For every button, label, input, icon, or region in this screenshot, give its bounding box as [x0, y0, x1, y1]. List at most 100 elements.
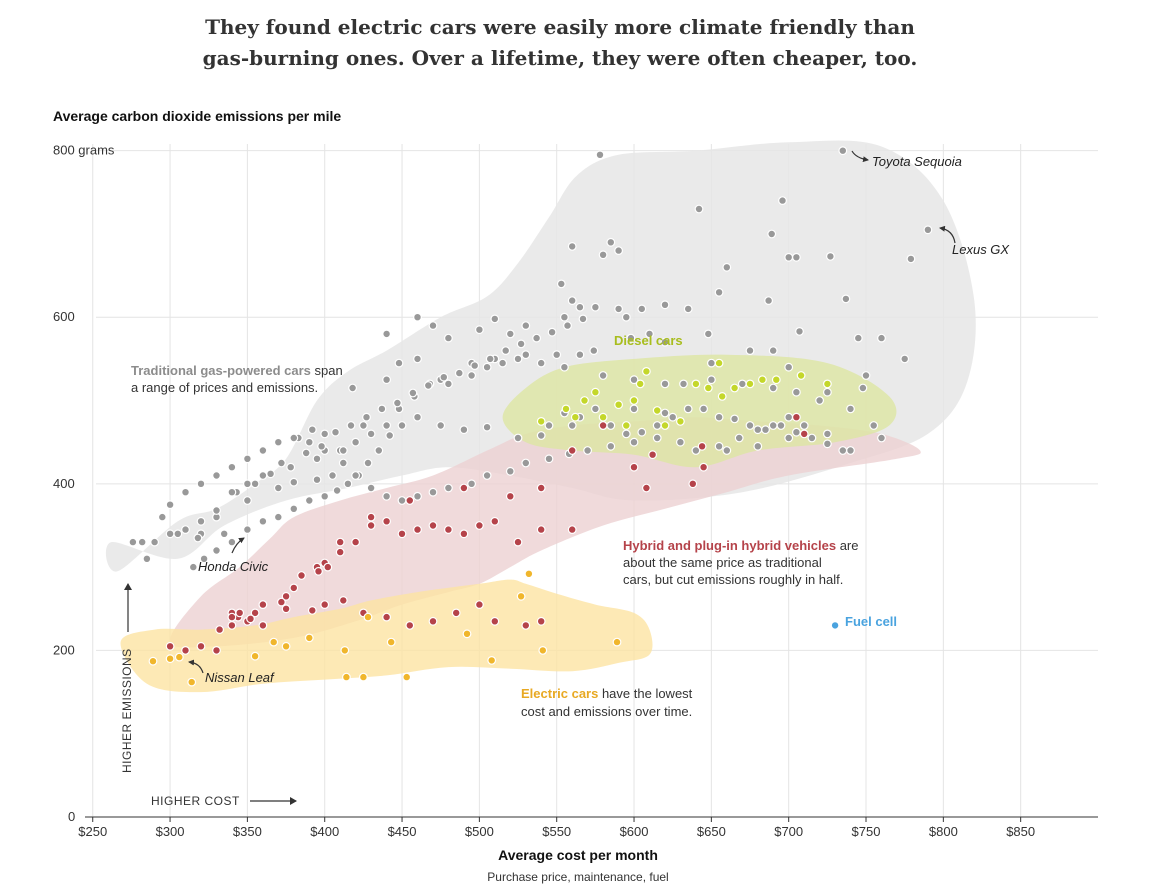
- gas-point: [792, 427, 801, 437]
- gas-point: [714, 441, 724, 451]
- diesel-region: [502, 354, 897, 468]
- hybrid-point: [335, 537, 345, 547]
- gas-point: [629, 404, 639, 414]
- gas-point: [589, 346, 599, 356]
- hybrid-point: [405, 496, 415, 505]
- electric-point: [359, 672, 368, 682]
- gas-point: [521, 458, 531, 468]
- y-tick-label: 200: [53, 642, 75, 657]
- gas-cars-annotation-bold: Traditional gas-powered cars: [131, 363, 311, 378]
- gas-point: [923, 225, 933, 235]
- gas-point: [614, 304, 623, 314]
- gas-point: [513, 354, 523, 364]
- gas-point: [730, 414, 739, 424]
- gas-point: [242, 479, 252, 489]
- x-tick-label: $300: [156, 824, 185, 839]
- gas-point: [219, 529, 229, 539]
- gas-point: [567, 296, 577, 306]
- gas-point: [714, 412, 724, 422]
- gas-point: [595, 150, 605, 160]
- headline-line-1: They found electric cars were easily mor…: [205, 15, 915, 39]
- gas-point: [142, 554, 152, 564]
- gas-point: [490, 314, 500, 324]
- gas-point: [157, 512, 167, 522]
- gas-point: [694, 204, 704, 214]
- hybrid-point: [258, 621, 268, 630]
- gas-point: [307, 425, 317, 435]
- gas-point: [707, 375, 716, 385]
- y-tick-label: 0: [68, 809, 75, 824]
- gas-point: [454, 368, 464, 378]
- hybrid-point: [382, 612, 392, 622]
- gas-point: [823, 429, 832, 439]
- gas-point: [289, 477, 299, 487]
- hybrid-annotation-line-2: about the same price as traditional: [623, 555, 822, 570]
- gas-point: [273, 512, 283, 522]
- diesel-point: [652, 406, 662, 415]
- electric-point: [487, 656, 497, 665]
- diesel-point: [591, 387, 600, 397]
- x-tick-label: $250: [78, 824, 107, 839]
- diesel-point: [691, 379, 701, 389]
- gas-point: [784, 252, 794, 262]
- gas-point: [312, 454, 322, 464]
- hybrid-point: [629, 462, 639, 472]
- gas-point: [767, 229, 777, 239]
- gas-point: [181, 487, 190, 497]
- gas-point: [498, 358, 508, 368]
- gas-point: [199, 554, 209, 564]
- diesel-point: [642, 367, 651, 376]
- gas-point: [745, 421, 755, 430]
- gas-point: [444, 333, 453, 343]
- diesel-point: [614, 400, 623, 410]
- gas-point: [436, 421, 446, 430]
- gas-point: [826, 251, 835, 261]
- gas-point: [470, 361, 480, 371]
- hybrid-point: [181, 646, 190, 655]
- diesel-point: [703, 383, 713, 393]
- gas-point: [459, 425, 469, 435]
- gas-point: [273, 437, 283, 447]
- gas-point: [516, 339, 526, 349]
- gas-point: [428, 321, 438, 331]
- gas-point: [745, 346, 755, 356]
- gas-point: [544, 454, 554, 464]
- hybrid-point: [212, 646, 221, 655]
- toyota-sequoia-label: Toyota Sequoia: [872, 154, 962, 169]
- hybrid-point: [688, 479, 698, 489]
- hybrid-point: [397, 529, 407, 539]
- gas-point: [560, 362, 569, 372]
- gas-point: [331, 427, 340, 437]
- hybrid-point: [227, 612, 237, 622]
- gas-point: [591, 404, 600, 414]
- gas-point: [660, 408, 670, 418]
- gas-point: [714, 287, 724, 297]
- gas-point: [575, 302, 585, 312]
- diesel-point: [561, 404, 571, 414]
- electric-point: [174, 652, 184, 662]
- gas-point: [382, 421, 392, 430]
- electric-point: [187, 677, 197, 687]
- gas-point: [289, 504, 299, 514]
- gas-point: [362, 412, 371, 422]
- gas-point: [351, 437, 361, 447]
- gas-point: [841, 294, 851, 304]
- diesel-point: [660, 421, 670, 430]
- gas-point: [823, 439, 832, 449]
- hybrid-annotation-rest: are: [836, 538, 858, 553]
- hybrid-point: [699, 462, 708, 472]
- hybrid-point: [165, 641, 175, 651]
- diesel-point: [796, 371, 806, 380]
- gas-point: [266, 469, 276, 479]
- electric-point: [462, 629, 472, 639]
- nissan-leaf-label: Nissan Leaf: [205, 670, 275, 685]
- gas-point: [393, 398, 402, 408]
- y-tick-label: 800 grams: [53, 143, 115, 158]
- diesel-point: [570, 412, 580, 422]
- gas-point: [382, 491, 392, 501]
- gas-cars-annotation-line-2: a range of prices and emissions.: [131, 380, 318, 395]
- diesel-point: [717, 392, 727, 401]
- diesel-point: [536, 417, 546, 426]
- gas-point: [304, 437, 314, 447]
- diesel-point: [745, 379, 755, 389]
